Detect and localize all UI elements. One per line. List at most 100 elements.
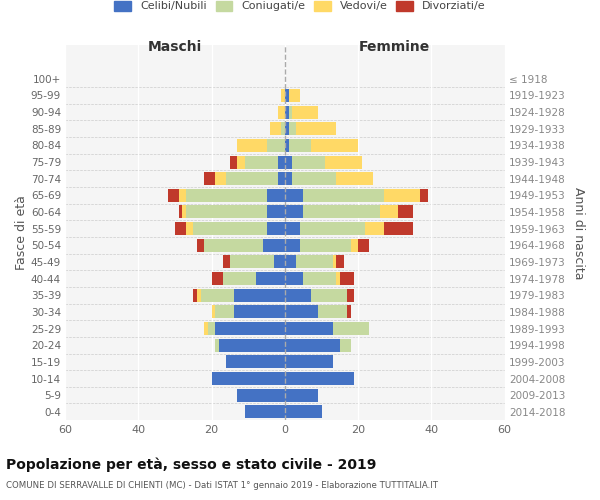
Bar <box>332 256 336 268</box>
Bar <box>285 288 311 302</box>
Bar <box>270 122 281 135</box>
Bar <box>278 156 285 168</box>
Bar <box>186 189 266 202</box>
Bar <box>223 256 230 268</box>
Bar <box>303 189 384 202</box>
Bar <box>186 222 193 235</box>
Bar <box>212 306 215 318</box>
Bar <box>421 189 428 202</box>
Bar <box>281 122 285 135</box>
Bar <box>351 239 358 252</box>
Bar <box>263 239 285 252</box>
Bar <box>303 206 380 218</box>
Bar <box>230 156 238 168</box>
Bar <box>347 288 355 302</box>
Bar <box>212 372 285 385</box>
Bar <box>274 256 285 268</box>
Bar <box>311 139 358 152</box>
Bar <box>336 256 344 268</box>
Bar <box>285 106 289 118</box>
Bar <box>285 306 318 318</box>
Bar <box>197 239 205 252</box>
Bar <box>398 206 413 218</box>
Bar <box>303 272 336 285</box>
Bar <box>340 272 355 285</box>
Bar <box>332 322 369 335</box>
Bar <box>292 172 336 185</box>
Bar <box>212 272 223 285</box>
Y-axis label: Fasce di età: Fasce di età <box>15 196 28 270</box>
Bar <box>193 222 266 235</box>
Bar <box>292 106 318 118</box>
Bar <box>281 89 285 102</box>
Bar <box>226 172 278 185</box>
Bar <box>384 222 413 235</box>
Bar <box>285 272 303 285</box>
Text: Femmine: Femmine <box>359 40 430 54</box>
Bar <box>285 388 318 402</box>
Bar <box>179 206 182 218</box>
Bar <box>299 222 365 235</box>
Bar <box>289 106 292 118</box>
Bar <box>285 406 322 418</box>
Bar <box>266 139 285 152</box>
Bar <box>336 272 340 285</box>
Bar <box>311 288 347 302</box>
Bar <box>186 206 266 218</box>
Bar <box>285 172 292 185</box>
Bar <box>365 222 384 235</box>
Bar <box>285 206 303 218</box>
Bar <box>168 189 179 202</box>
Bar <box>233 288 285 302</box>
Bar <box>278 172 285 185</box>
Bar <box>384 189 421 202</box>
Y-axis label: Anni di nascita: Anni di nascita <box>572 186 585 279</box>
Bar <box>238 139 266 152</box>
Bar <box>285 322 332 335</box>
Bar <box>292 156 325 168</box>
Bar <box>296 122 336 135</box>
Bar <box>285 189 303 202</box>
Legend: Celibi/Nubili, Coniugati/e, Vedovi/e, Divorziati/e: Celibi/Nubili, Coniugati/e, Vedovi/e, Di… <box>115 0 485 12</box>
Bar <box>285 256 296 268</box>
Bar <box>266 222 285 235</box>
Bar <box>226 356 285 368</box>
Bar <box>219 338 285 351</box>
Bar <box>285 239 299 252</box>
Bar <box>285 122 289 135</box>
Bar <box>266 206 285 218</box>
Bar <box>285 89 289 102</box>
Bar <box>256 272 285 285</box>
Bar <box>238 388 285 402</box>
Bar <box>325 156 362 168</box>
Bar <box>296 256 332 268</box>
Bar <box>285 372 355 385</box>
Bar <box>266 189 285 202</box>
Bar <box>205 172 215 185</box>
Bar <box>289 122 296 135</box>
Bar <box>230 256 274 268</box>
Bar <box>215 306 233 318</box>
Bar <box>336 172 373 185</box>
Bar <box>197 288 200 302</box>
Bar <box>238 156 245 168</box>
Bar <box>215 172 226 185</box>
Bar <box>289 89 299 102</box>
Bar <box>285 356 332 368</box>
Bar <box>208 322 215 335</box>
Text: Popolazione per età, sesso e stato civile - 2019: Popolazione per età, sesso e stato civil… <box>6 458 376 472</box>
Bar <box>347 306 351 318</box>
Bar <box>193 288 197 302</box>
Bar <box>285 139 289 152</box>
Bar <box>179 189 186 202</box>
Bar <box>245 406 285 418</box>
Bar <box>182 206 186 218</box>
Bar <box>200 288 233 302</box>
Bar <box>340 338 351 351</box>
Text: Maschi: Maschi <box>148 40 202 54</box>
Bar <box>215 322 285 335</box>
Bar <box>175 222 186 235</box>
Bar <box>205 239 263 252</box>
Bar <box>245 156 278 168</box>
Bar <box>299 239 351 252</box>
